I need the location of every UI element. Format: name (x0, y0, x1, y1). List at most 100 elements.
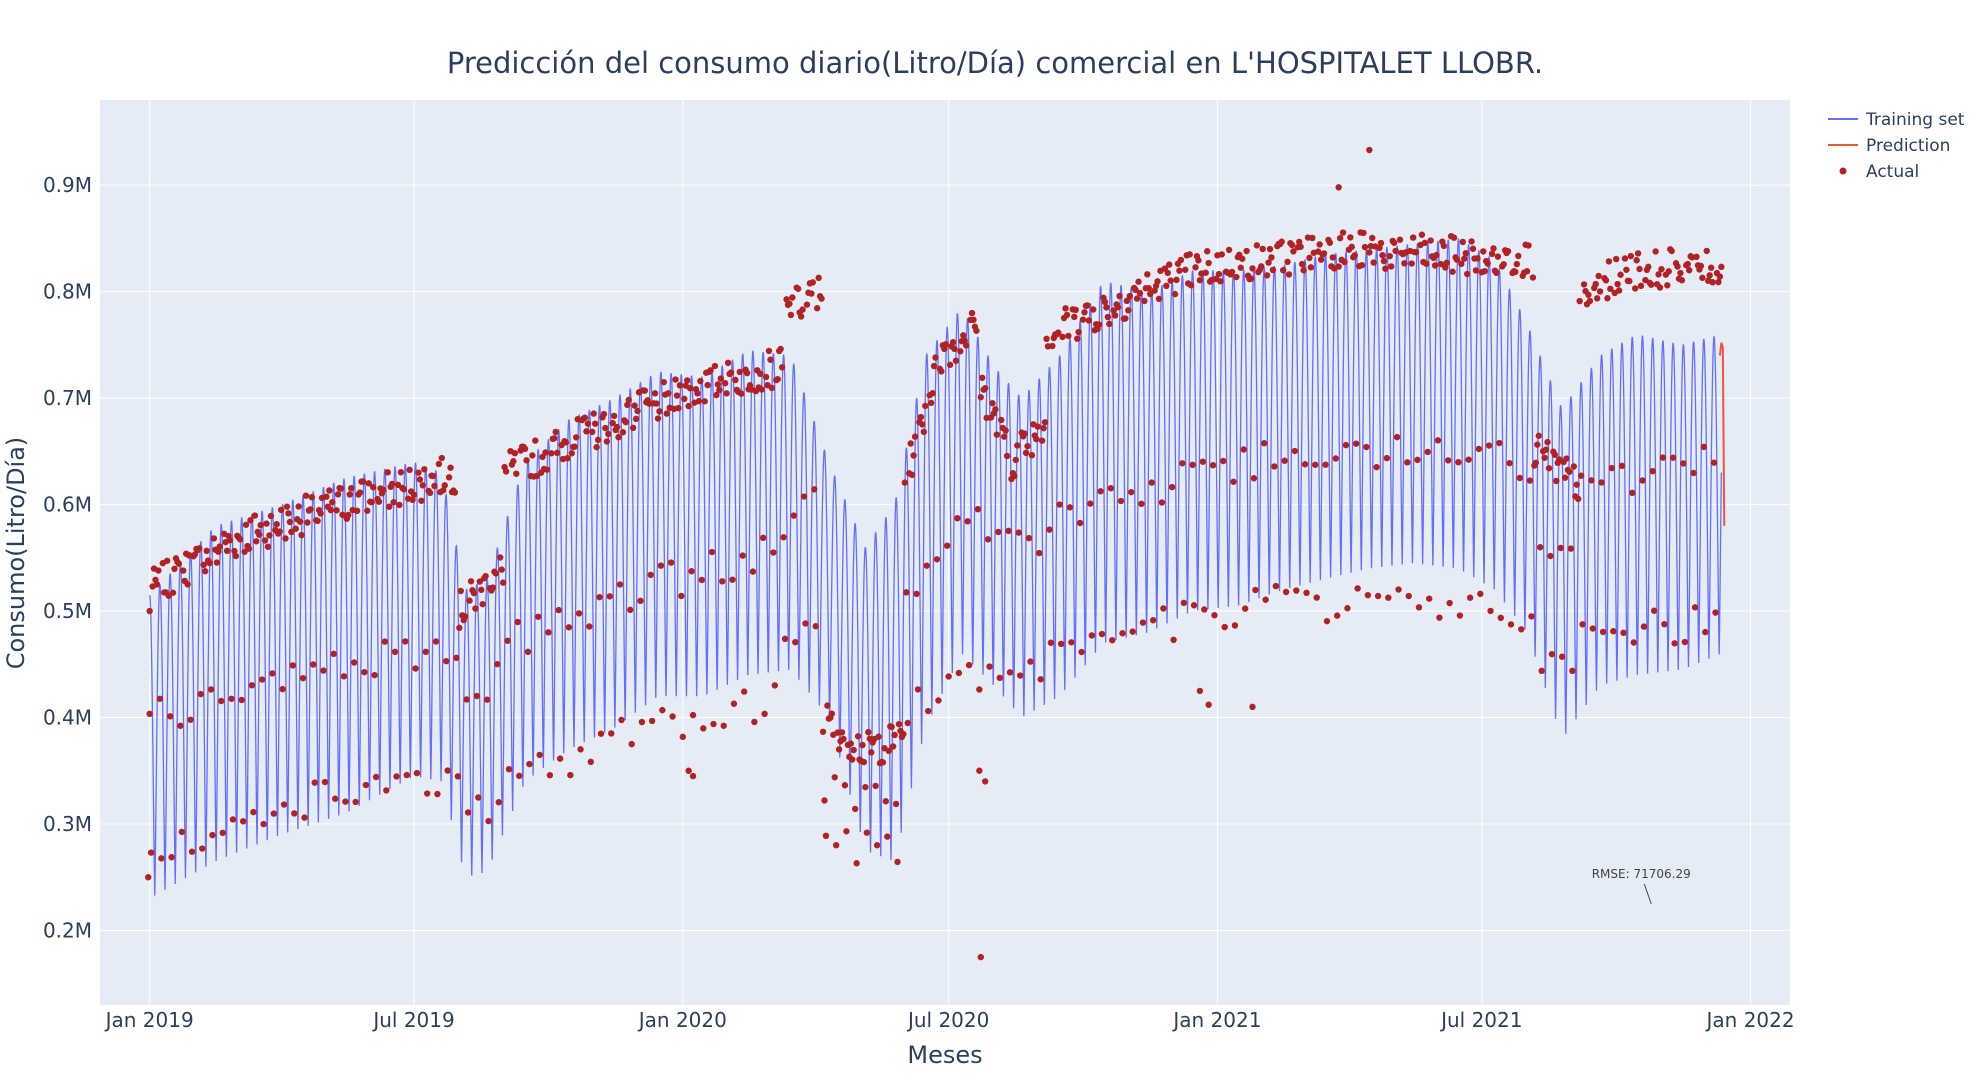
actual-point (865, 728, 872, 736)
actual-point (1529, 274, 1537, 281)
actual-point (1250, 475, 1258, 482)
actual-point (672, 376, 679, 383)
actual-point (422, 648, 429, 656)
actual-point (171, 565, 178, 573)
y-axis-title: Consumo(Litro/Día) (2, 437, 30, 670)
actual-point (215, 548, 222, 555)
actual-point (1669, 454, 1677, 461)
actual-point (1702, 628, 1709, 636)
actual-point (1017, 672, 1024, 679)
actual-point (913, 590, 920, 598)
actual-point (1166, 261, 1173, 268)
actual-point (962, 342, 970, 349)
actual-point (1360, 229, 1367, 237)
actual-point (777, 345, 784, 353)
actual-point (396, 501, 403, 509)
actual-point (340, 673, 348, 680)
actual-point (1073, 335, 1081, 342)
actual-point (571, 443, 578, 450)
actual-point (1456, 612, 1464, 619)
actual-point (513, 470, 520, 477)
actual-point (178, 828, 185, 836)
actual-point (1225, 246, 1233, 254)
actual-point (862, 783, 869, 791)
actual-point (209, 831, 216, 839)
actual-point (510, 458, 517, 465)
actual-point (445, 474, 453, 481)
actual-point (1636, 265, 1643, 273)
actual-point (891, 731, 898, 739)
training-series (149, 238, 1722, 896)
actual-point (409, 496, 416, 504)
actual-point (1477, 590, 1484, 598)
actual-point (1128, 488, 1135, 496)
actual-point (1475, 445, 1483, 453)
actual-point (697, 377, 704, 385)
actual-point (1376, 244, 1383, 252)
legend-item-prediction[interactable]: Prediction (1828, 136, 1950, 156)
actual-point (352, 798, 359, 806)
legend-item-training-set[interactable]: Training set (1828, 110, 1965, 130)
actual-point (163, 557, 171, 564)
actual-point (1187, 282, 1195, 289)
actual-point (780, 534, 787, 541)
actual-point (929, 390, 936, 397)
x-tick-label: Jan 2020 (637, 1008, 727, 1032)
legend-item-actual[interactable]: Actual (1839, 162, 1920, 182)
actual-point (479, 600, 486, 608)
actual-point (216, 543, 223, 550)
actual-point (350, 659, 358, 666)
actual-point (1382, 265, 1389, 272)
actual-point (1686, 267, 1693, 274)
actual-point (895, 720, 903, 728)
actual-point (562, 439, 570, 446)
actual-point (372, 773, 380, 781)
actual-point (600, 410, 608, 418)
actual-point (986, 663, 993, 670)
actual-point (1164, 269, 1171, 277)
actual-point (1366, 146, 1373, 154)
actual-point (1006, 669, 1014, 676)
actual-point (1088, 632, 1096, 639)
actual-point (1323, 617, 1331, 625)
actual-point (283, 503, 291, 510)
actual-point (761, 710, 768, 718)
actual-point (1570, 463, 1578, 470)
actual-point (923, 562, 930, 569)
actual-point (1474, 255, 1481, 262)
actual-point (175, 560, 183, 567)
actual-point (321, 778, 329, 786)
actual-point (831, 774, 838, 781)
actual-point (1049, 342, 1056, 350)
actual-point (299, 674, 307, 682)
actual-point (665, 390, 672, 397)
actual-point (1230, 478, 1237, 485)
actual-point (1408, 260, 1415, 267)
actual-point (678, 592, 685, 600)
actual-point (1366, 249, 1373, 256)
actual-point (812, 623, 819, 630)
actual-point (700, 725, 707, 732)
actual-point (1629, 489, 1636, 497)
actual-point (1217, 278, 1224, 285)
actual-point (464, 809, 472, 816)
actual-point (1577, 472, 1585, 479)
prediction-line (1718, 342, 1726, 526)
actual-point (946, 361, 954, 369)
y-tick-label: 0.6M (43, 493, 92, 517)
actual-point (583, 428, 590, 435)
actual-point (514, 618, 521, 626)
actual-point (727, 369, 735, 376)
actual-point (304, 519, 311, 526)
actual-point (751, 718, 758, 726)
actual-point (551, 435, 558, 442)
actual-point (591, 420, 599, 427)
actual-point (1697, 262, 1705, 270)
actual-point (1071, 313, 1078, 321)
actual-point (441, 482, 448, 489)
actual-point (609, 419, 616, 427)
y-tick-label: 0.8M (43, 280, 92, 304)
actual-point (1575, 495, 1582, 503)
actual-point (1107, 484, 1114, 492)
actual-point (1085, 317, 1093, 324)
